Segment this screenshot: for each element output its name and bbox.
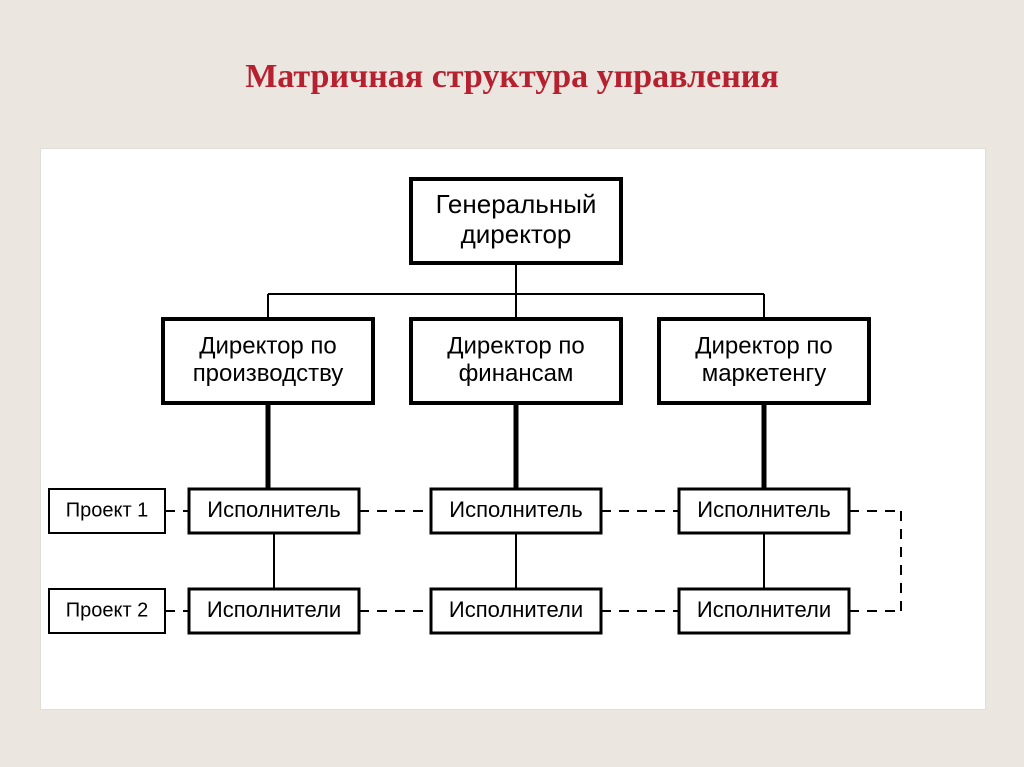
- node-p2: Проект 2: [49, 589, 165, 633]
- diagram-panel: ГенеральныйдиректорДиректор попроизводст…: [40, 148, 986, 710]
- node-e21: Исполнители: [189, 589, 359, 633]
- svg-text:директор: директор: [461, 219, 572, 249]
- svg-text:маркетенгу: маркетенгу: [702, 360, 827, 387]
- svg-text:Проект 1: Проект 1: [66, 499, 149, 521]
- svg-text:Директор по: Директор по: [199, 333, 337, 360]
- node-e13: Исполнитель: [679, 489, 849, 533]
- node-e23: Исполнители: [679, 589, 849, 633]
- svg-text:Директор по: Директор по: [695, 333, 833, 360]
- page-title: Матричная структура управления: [0, 58, 1024, 96]
- svg-text:Исполнители: Исполнители: [207, 597, 341, 622]
- svg-text:Исполнитель: Исполнитель: [449, 497, 582, 522]
- svg-text:Директор по: Директор по: [447, 333, 585, 360]
- page: Матричная структура управления Генеральн…: [0, 0, 1024, 767]
- svg-text:производству: производству: [193, 360, 344, 387]
- node-d3: Директор помаркетенгу: [659, 319, 869, 403]
- svg-text:финансам: финансам: [459, 360, 574, 387]
- node-e22: Исполнители: [431, 589, 601, 633]
- svg-text:Проект 2: Проект 2: [66, 599, 149, 621]
- svg-text:Исполнитель: Исполнитель: [697, 497, 830, 522]
- node-d1: Директор попроизводству: [163, 319, 373, 403]
- node-e11: Исполнитель: [189, 489, 359, 533]
- node-p1: Проект 1: [49, 489, 165, 533]
- node-ceo: Генеральныйдиректор: [411, 179, 621, 263]
- org-chart: ГенеральныйдиректорДиректор попроизводст…: [41, 149, 985, 709]
- node-e12: Исполнитель: [431, 489, 601, 533]
- svg-text:Генеральный: Генеральный: [436, 189, 597, 219]
- svg-text:Исполнители: Исполнители: [697, 597, 831, 622]
- svg-text:Исполнитель: Исполнитель: [207, 497, 340, 522]
- svg-text:Исполнители: Исполнители: [449, 597, 583, 622]
- node-d2: Директор пофинансам: [411, 319, 621, 403]
